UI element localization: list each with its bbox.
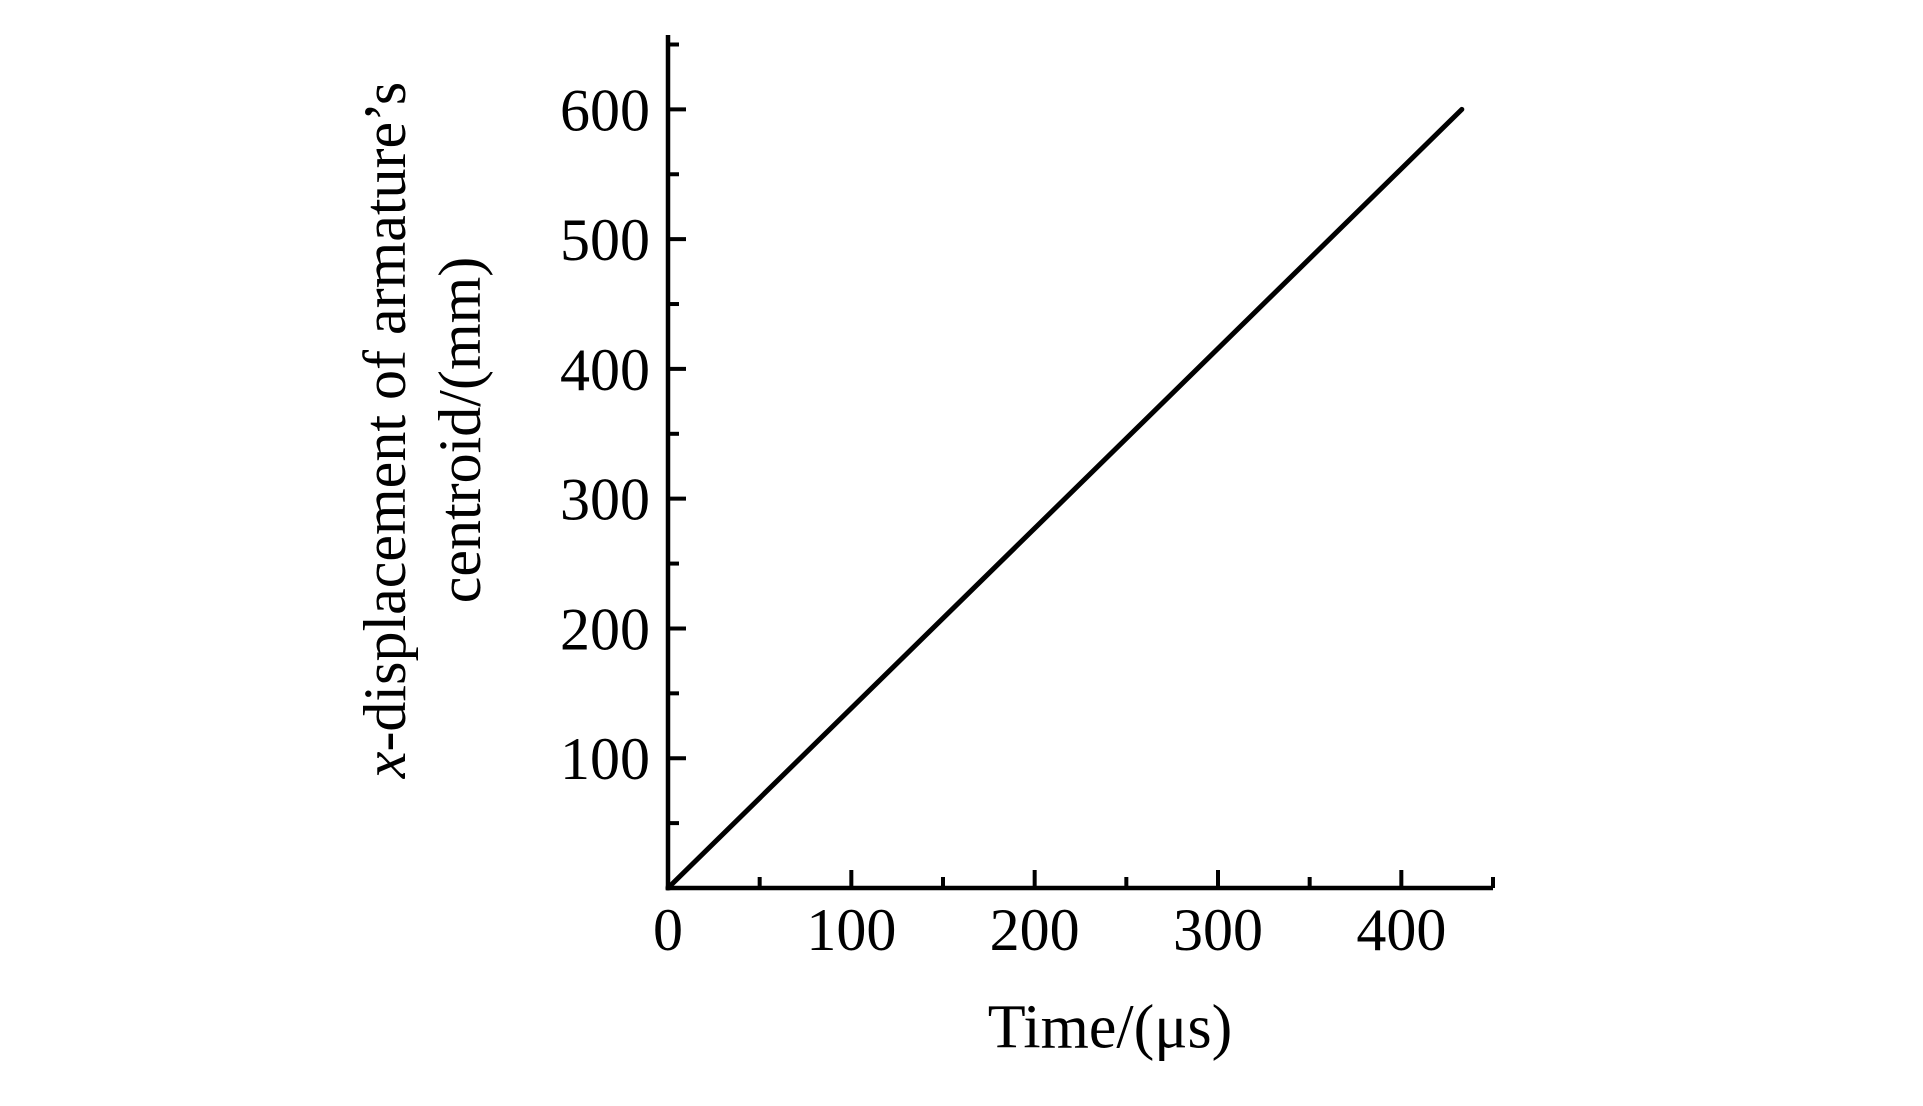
y-tick-label: 100 [560, 726, 650, 792]
x-tick-label: 200 [990, 897, 1080, 963]
data-line [665, 106, 1465, 891]
x-axis-title: Time/(μs) [987, 993, 1233, 1062]
y-tick-label: 600 [560, 77, 650, 143]
x-tick-label: 100 [806, 897, 896, 963]
y-axis-title: x-displacement of armature’s centroid/(m… [347, 0, 499, 880]
y-tick-label: 500 [560, 207, 650, 273]
x-tick-label: 0 [653, 897, 683, 963]
y-axis-title-line1: x-displacement of armature’s [348, 0, 423, 880]
y-tick-label: 300 [560, 467, 650, 533]
y-axis-title-italic-x: x [352, 751, 418, 779]
y-tick-label: 400 [560, 337, 650, 403]
y-tick-label: 200 [560, 596, 650, 662]
x-tick-label: 300 [1173, 897, 1263, 963]
x-tick-label: 400 [1356, 897, 1446, 963]
y-axis-title-line2: centroid/(mm) [427, 256, 493, 604]
y-axis-title-line1-rest: -displacement of armature’s [352, 81, 418, 752]
